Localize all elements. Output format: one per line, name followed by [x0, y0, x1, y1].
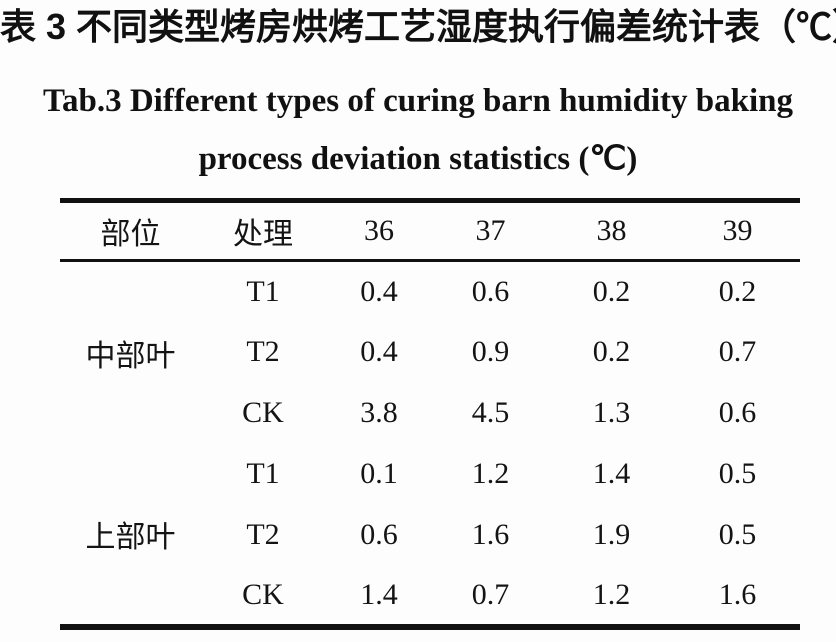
- cell-value: 0.2: [592, 274, 631, 308]
- column-header-treatment: 处理: [233, 218, 293, 251]
- cell-value: 1.6: [471, 518, 510, 551]
- cell-value: 1.6: [718, 577, 757, 611]
- cell-value: 0.6: [471, 274, 510, 308]
- column-header-36: 36: [364, 214, 394, 247]
- cell-value: 0.4: [360, 274, 398, 308]
- column-header-38: 38: [596, 214, 627, 247]
- cell-value: 1.3: [592, 396, 631, 429]
- column-header-39: 39: [722, 214, 753, 247]
- cell-position-upper: 上部叶: [85, 520, 176, 554]
- cell-value: 0.9: [471, 335, 510, 368]
- table-title-zh: 表 3 不同类型烤房烘烤工艺湿度执行偏差统计表（℃）: [0, 6, 836, 47]
- cell-treatment: CK: [242, 577, 284, 611]
- cell-value: 1.2: [592, 577, 631, 611]
- cell-treatment: T2: [246, 518, 280, 551]
- table-title-en-line1: Tab.3 Different types of curing barn hum…: [43, 83, 793, 119]
- cell-value: 0.5: [718, 518, 757, 551]
- header-row: 部位 处理 36 37 38 39: [60, 201, 800, 261]
- table-row: CK 1.4 0.7 1.2 1.6: [60, 566, 800, 627]
- cell-value: 0.5: [718, 457, 757, 490]
- cell-value: 0.7: [471, 577, 510, 611]
- column-header-position: 部位: [100, 218, 161, 251]
- table-title-en-line2: process deviation statistics (℃): [198, 141, 638, 177]
- cell-value: 0.1: [360, 457, 398, 490]
- humidity-deviation-table: 部位 处理 36 37 38 39 中部叶 T1 0.4 0.6 0.2 0.2…: [60, 198, 800, 630]
- cell-value: 0.6: [360, 518, 398, 551]
- cell-value: 1.9: [592, 518, 631, 551]
- cell-treatment: T2: [246, 335, 280, 368]
- cell-value: 0.6: [718, 396, 757, 429]
- table-body: 中部叶 T1 0.4 0.6 0.2 0.2 T2 0.4 0.9 0.2 0.…: [60, 261, 800, 627]
- table-row: 上部叶 T1 0.1 1.2 1.4 0.5: [60, 444, 800, 554]
- cell-treatment: T1: [246, 457, 280, 490]
- cell-value: 4.5: [471, 396, 510, 429]
- cell-value: 0.2: [592, 335, 631, 368]
- cell-treatment: CK: [242, 396, 284, 429]
- cell-value: 0.4: [360, 335, 398, 368]
- column-header-37: 37: [475, 214, 506, 247]
- table-header: 部位 处理 36 37 38 39: [60, 201, 800, 261]
- table-title-en: Tab.3 Different types of curing barn hum…: [0, 72, 836, 188]
- table-row: 中部叶 T1 0.4 0.6 0.2 0.2: [60, 261, 800, 373]
- cell-value: 0.2: [718, 274, 757, 308]
- cell-value: 0.7: [718, 335, 757, 368]
- cell-value: 1.4: [592, 457, 631, 490]
- cell-value: 1.2: [471, 457, 510, 490]
- cell-treatment: T1: [246, 274, 280, 308]
- table-row: T2 0.6 1.6 1.9 0.5: [60, 505, 800, 566]
- cell-value: 3.8: [360, 396, 398, 429]
- cell-position-middle: 中部叶: [85, 339, 176, 373]
- table-row: CK 3.8 4.5 1.3 0.6: [60, 383, 800, 444]
- table-row: T2 0.4 0.9 0.2 0.7: [60, 322, 800, 383]
- cell-value: 1.4: [360, 577, 398, 611]
